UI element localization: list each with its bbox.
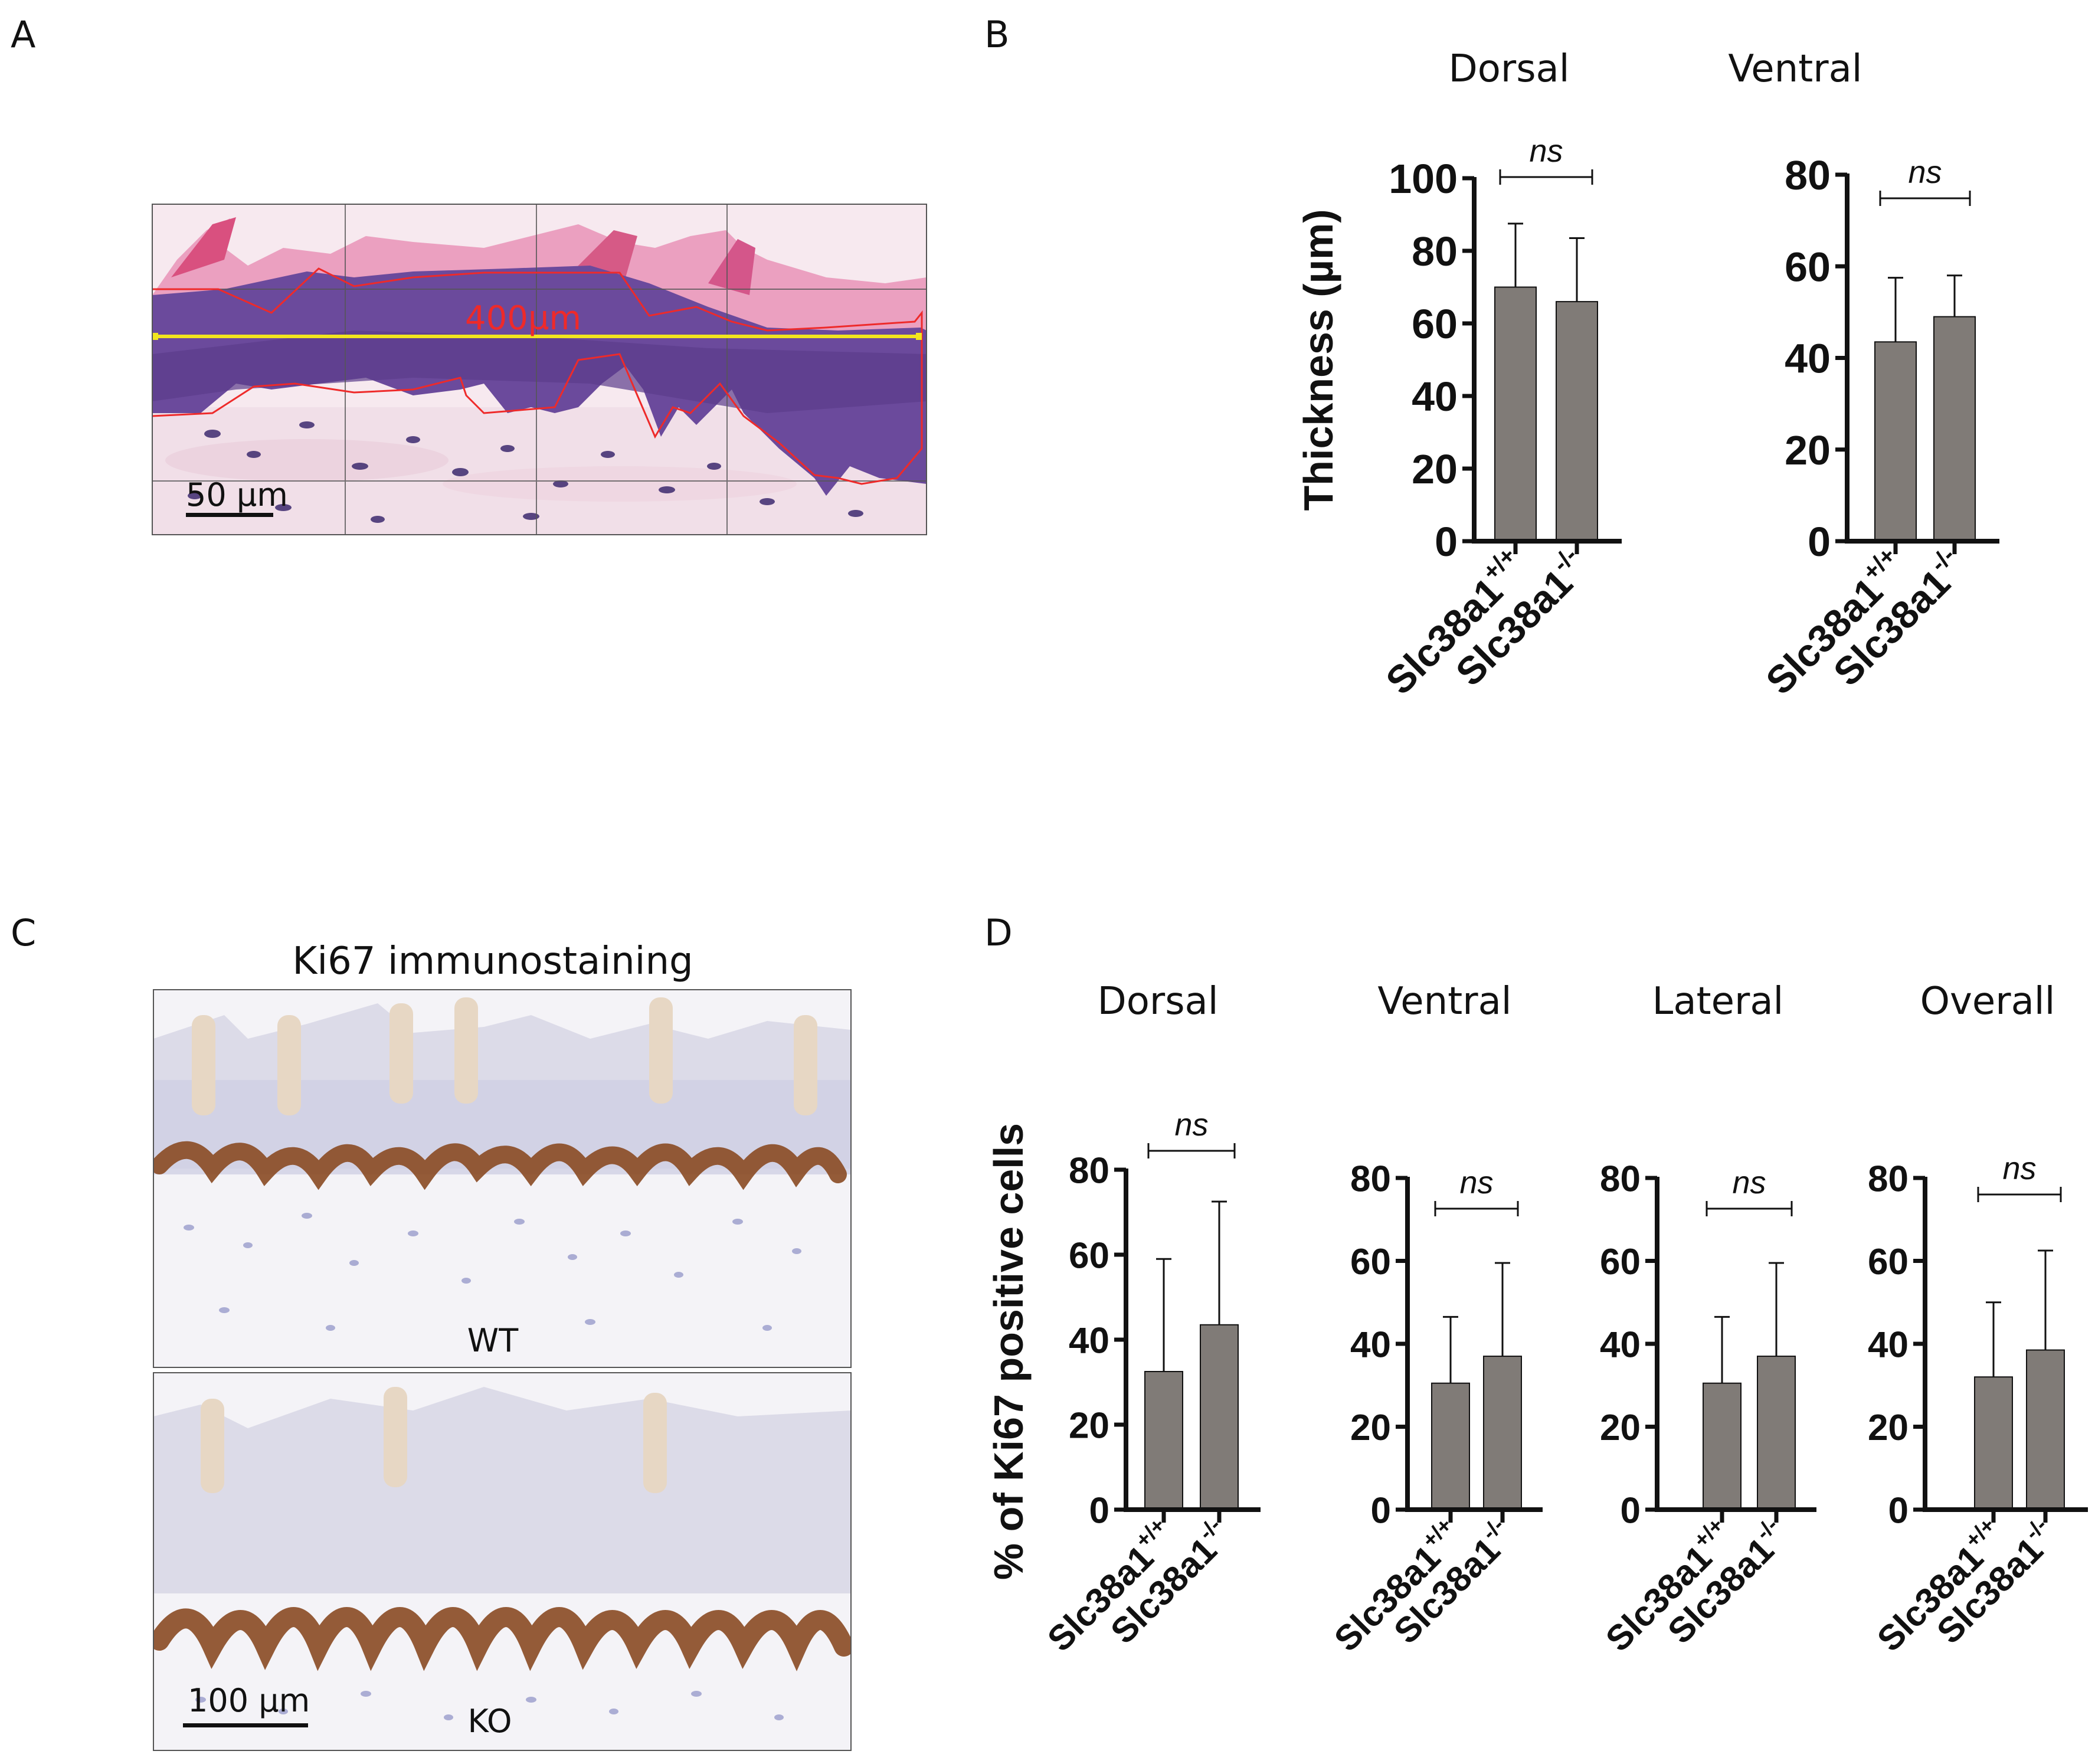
chart-title: Ventral xyxy=(1728,47,1862,91)
y-tick-label: 40 xyxy=(1868,1324,1909,1365)
panel-a-micrograph: 400µm 50 µm xyxy=(152,204,927,535)
y-tick-label: 80 xyxy=(1600,1158,1641,1199)
bar xyxy=(1556,301,1598,542)
y-tick-label: 40 xyxy=(1069,1320,1109,1361)
panel-d-letter: D xyxy=(984,911,1013,954)
significance-label: ns xyxy=(1174,1107,1208,1143)
y-tick-label: 0 xyxy=(1089,1490,1109,1531)
panel-a-letter: A xyxy=(11,13,35,56)
y-tick-label: 40 xyxy=(1412,374,1458,420)
y-tick-label: 80 xyxy=(1785,152,1831,198)
y-tick-label: 0 xyxy=(1371,1490,1391,1531)
chart-title: Ventral xyxy=(1377,980,1511,1023)
chart-title: Dorsal xyxy=(1448,47,1569,91)
y-tick-label: 20 xyxy=(1069,1405,1109,1446)
bar xyxy=(1703,1382,1742,1511)
panel-b-letter: B xyxy=(984,13,1010,56)
y-axis-label: % of Ki67 positive cells xyxy=(986,1123,1032,1580)
y-tick-label: 20 xyxy=(1412,446,1458,492)
bar xyxy=(1757,1356,1796,1510)
panel-a-scale-bar xyxy=(186,513,273,517)
panel-c-letter: C xyxy=(11,911,36,954)
y-tick-label: 40 xyxy=(1600,1324,1641,1365)
panel-a-scale-label: 50 µm xyxy=(186,476,288,513)
significance-label: ns xyxy=(1908,155,1942,190)
y-tick-label: 80 xyxy=(1069,1150,1109,1191)
panel-c-scale-bar xyxy=(183,1723,308,1727)
y-tick-label: 0 xyxy=(1621,1490,1641,1531)
y-tick-label: 40 xyxy=(1350,1324,1391,1365)
y-tick-label: 60 xyxy=(1785,244,1831,290)
y-tick-label: 80 xyxy=(1412,228,1458,274)
chart-title: Overall xyxy=(1920,980,2055,1023)
y-tick-label: 20 xyxy=(1600,1408,1641,1448)
panel-c-title: Ki67 immunostaining xyxy=(292,940,693,983)
chart-title: Dorsal xyxy=(1097,980,1218,1023)
y-tick-label: 20 xyxy=(1868,1408,1909,1448)
bar xyxy=(1974,1376,2013,1510)
bar xyxy=(2026,1349,2065,1511)
significance-label: ns xyxy=(1459,1165,1493,1200)
ko-micrograph: KO 100 µm xyxy=(153,1372,852,1751)
bar xyxy=(1431,1382,1470,1511)
bar xyxy=(1144,1371,1183,1510)
significance-label: ns xyxy=(1529,133,1563,169)
chart-d-dorsal: Dorsal % of Ki67 positive cells ns 0 20 40 60 8… xyxy=(986,980,1261,1659)
y-tick-label: 60 xyxy=(1350,1242,1391,1282)
y-tick-label: 60 xyxy=(1412,301,1458,347)
chart-title: Lateral xyxy=(1652,980,1784,1023)
panel-c-scale-label: 100 µm xyxy=(188,1682,310,1719)
wt-label: WT xyxy=(467,1322,519,1359)
y-tick-label: 100 xyxy=(1389,156,1458,202)
significance-label: ns xyxy=(2002,1151,2036,1186)
y-axis-label: Thickness (µm) xyxy=(1295,209,1341,510)
bar xyxy=(1874,341,1917,542)
bar xyxy=(1933,316,1976,542)
y-tick-label: 60 xyxy=(1868,1242,1909,1282)
y-tick-label: 80 xyxy=(1350,1158,1391,1199)
bar xyxy=(1200,1324,1239,1511)
significance-label: ns xyxy=(1732,1165,1766,1200)
y-tick-label: 40 xyxy=(1785,336,1831,382)
y-tick-label: 20 xyxy=(1350,1408,1391,1448)
bar xyxy=(1494,286,1537,542)
y-tick-label: 60 xyxy=(1069,1235,1109,1276)
y-tick-label: 0 xyxy=(1808,519,1831,565)
y-tick-label: 60 xyxy=(1600,1242,1641,1282)
y-tick-label: 80 xyxy=(1868,1158,1909,1199)
measurement-label: 400µm xyxy=(465,299,581,338)
y-tick-label: 0 xyxy=(1435,519,1458,565)
bar xyxy=(1483,1356,1522,1510)
y-tick-label: 0 xyxy=(1888,1490,1909,1531)
y-tick-label: 20 xyxy=(1785,427,1831,473)
wt-micrograph: WT xyxy=(153,989,852,1368)
ko-label: KO xyxy=(468,1703,512,1740)
